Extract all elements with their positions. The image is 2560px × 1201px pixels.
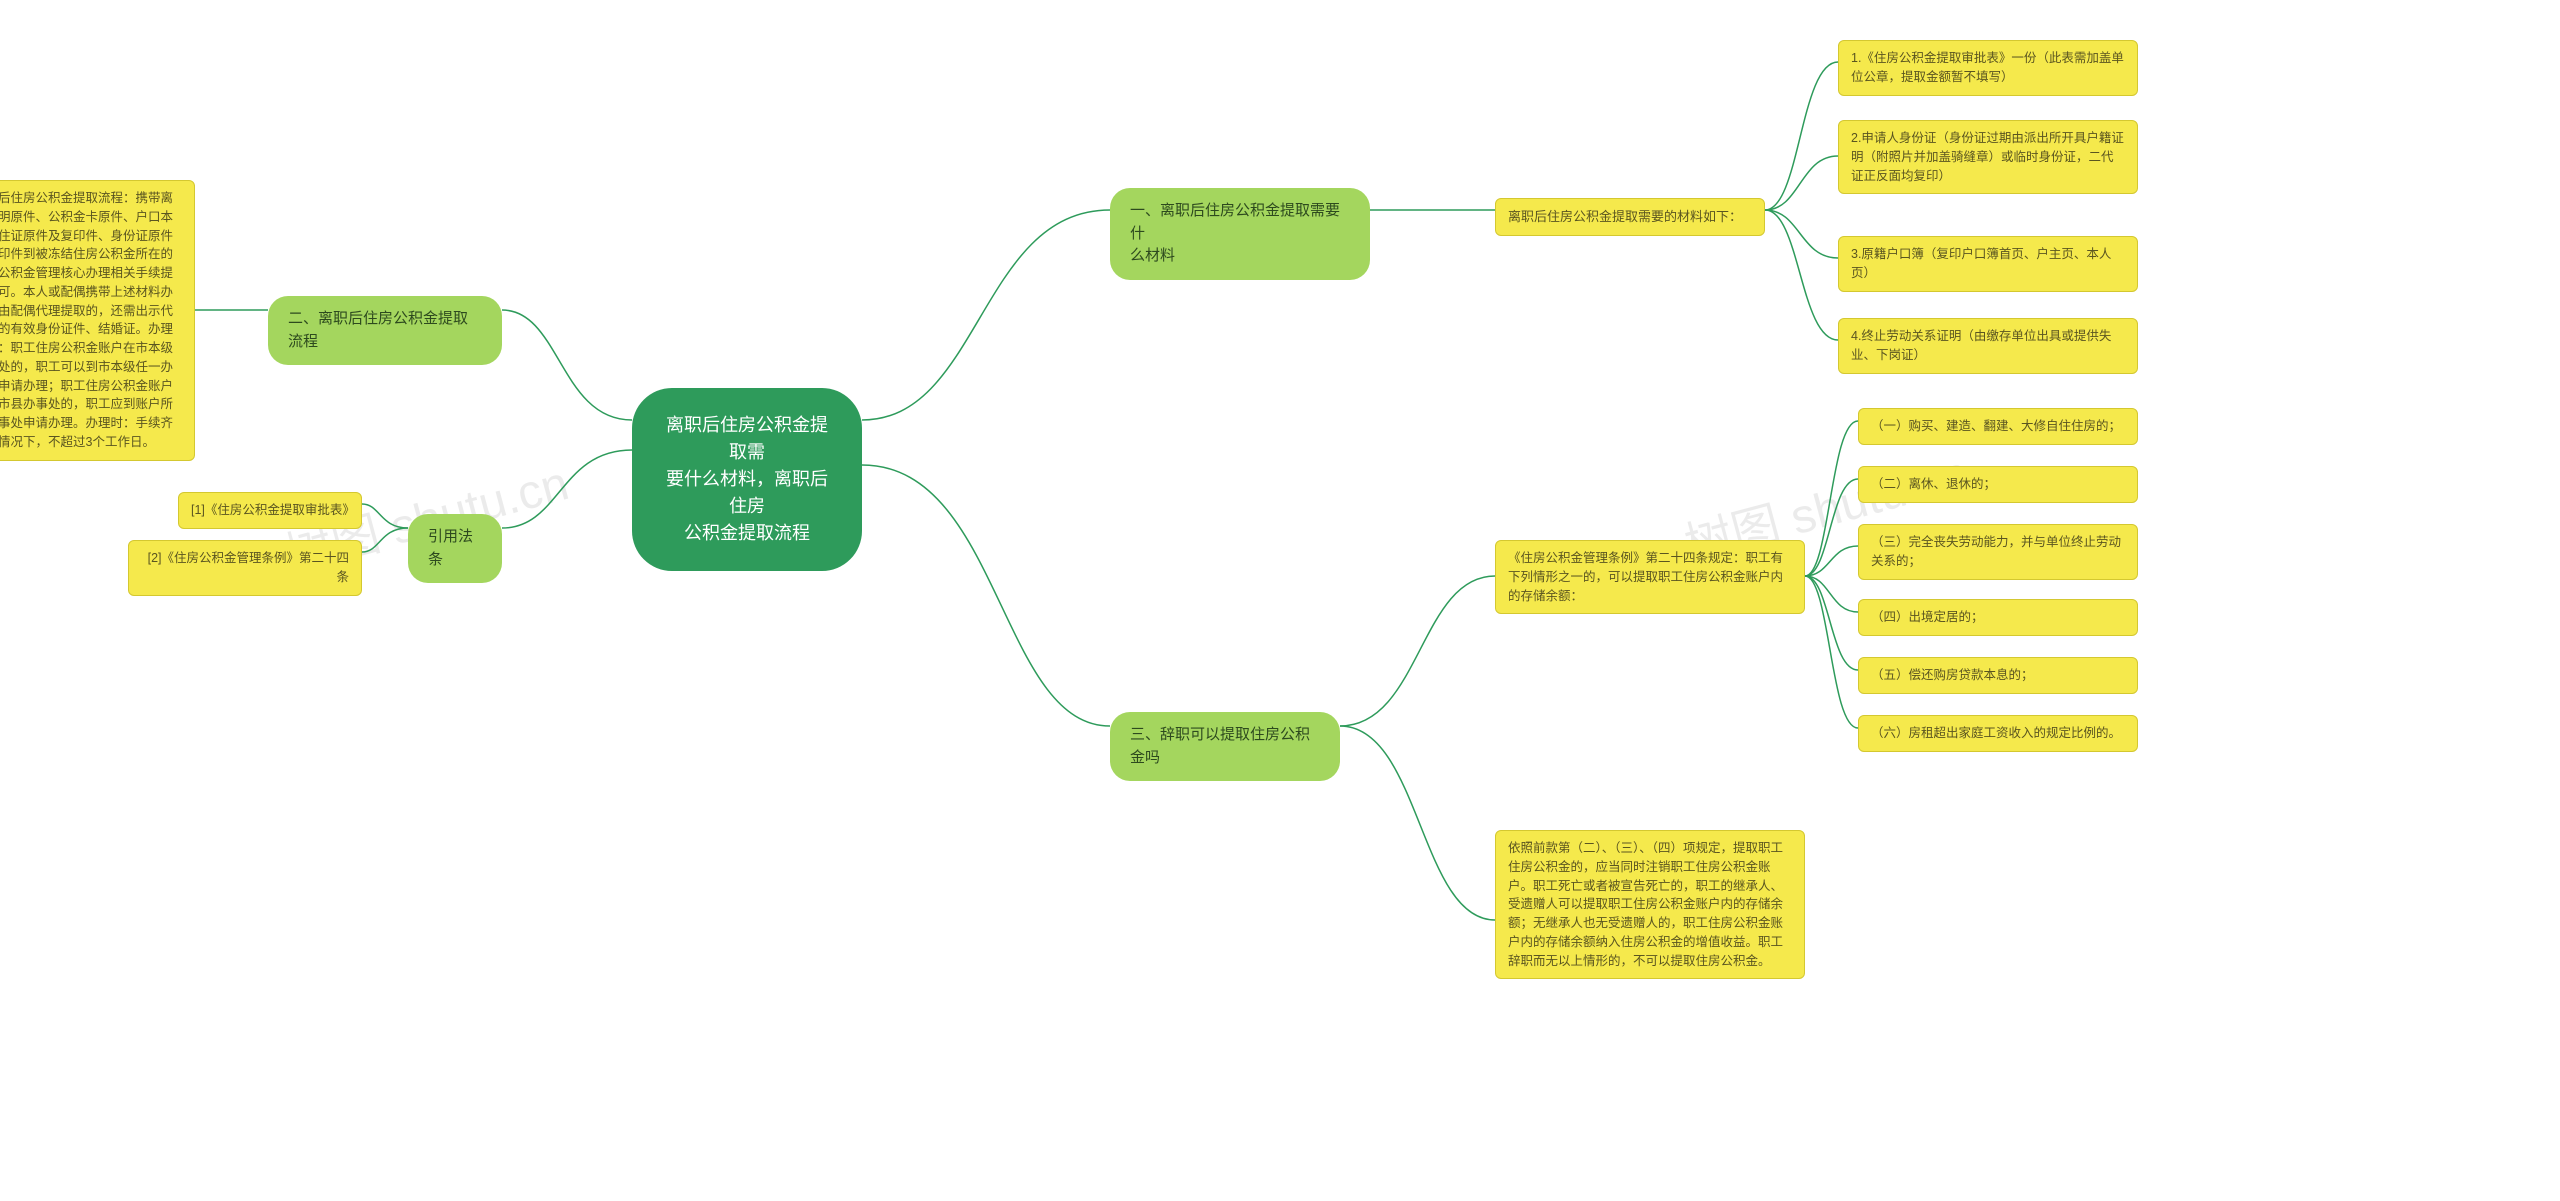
branch-3-item-4: （四）出境定居的； [1858, 599, 2138, 636]
branch-3-item-5: （五）偿还购房贷款本息的； [1858, 657, 2138, 694]
branch-2-content: 离职后住房公积金提取流程：携带离职证明原件、公积金卡原件、户口本或居住证原件及复… [0, 180, 195, 461]
branch-2[interactable]: 二、离职后住房公积金提取流程 [268, 296, 502, 365]
branch-4-item-1: [1]《住房公积金提取审批表》 [178, 492, 362, 529]
branch-3-item-2: （二）离休、退休的； [1858, 466, 2138, 503]
branch-1-item-3: 3.原籍户口簿（复印户口簿首页、户主页、本人页） [1838, 236, 2138, 292]
branch-1-item-1: 1.《住房公积金提取审批表》一份（此表需加盖单位公章，提取金额暂不填写） [1838, 40, 2138, 96]
branch-1-sub: 离职后住房公积金提取需要的材料如下： [1495, 198, 1765, 236]
branch-1[interactable]: 一、离职后住房公积金提取需要什 么材料 [1110, 188, 1370, 280]
branch-1-item-4: 4.终止劳动关系证明（由缴存单位出具或提供失业、下岗证） [1838, 318, 2138, 374]
branch-3-item-6: （六）房租超出家庭工资收入的规定比例的。 [1858, 715, 2138, 752]
branch-4-item-2: [2]《住房公积金管理条例》第二十四条 [128, 540, 362, 596]
connector-lines [0, 0, 2560, 1201]
branch-3[interactable]: 三、辞职可以提取住房公积金吗 [1110, 712, 1340, 781]
branch-3-note: 依照前款第（二）、（三）、（四）项规定，提取职工住房公积金的，应当同时注销职工住… [1495, 830, 1805, 979]
branch-1-item-2: 2.申请人身份证（身份证过期由派出所开具户籍证明（附照片并加盖骑缝章）或临时身份… [1838, 120, 2138, 194]
branch-3-item-3: （三）完全丧失劳动能力，并与单位终止劳动关系的； [1858, 524, 2138, 580]
branch-3-sub: 《住房公积金管理条例》第二十四条规定：职工有下列情形之一的，可以提取职工住房公积… [1495, 540, 1805, 614]
branch-4[interactable]: 引用法条 [408, 514, 502, 583]
branch-3-item-1: （一）购买、建造、翻建、大修自住住房的； [1858, 408, 2138, 445]
mindmap-center: 离职后住房公积金提取需 要什么材料，离职后住房 公积金提取流程 [632, 388, 862, 571]
